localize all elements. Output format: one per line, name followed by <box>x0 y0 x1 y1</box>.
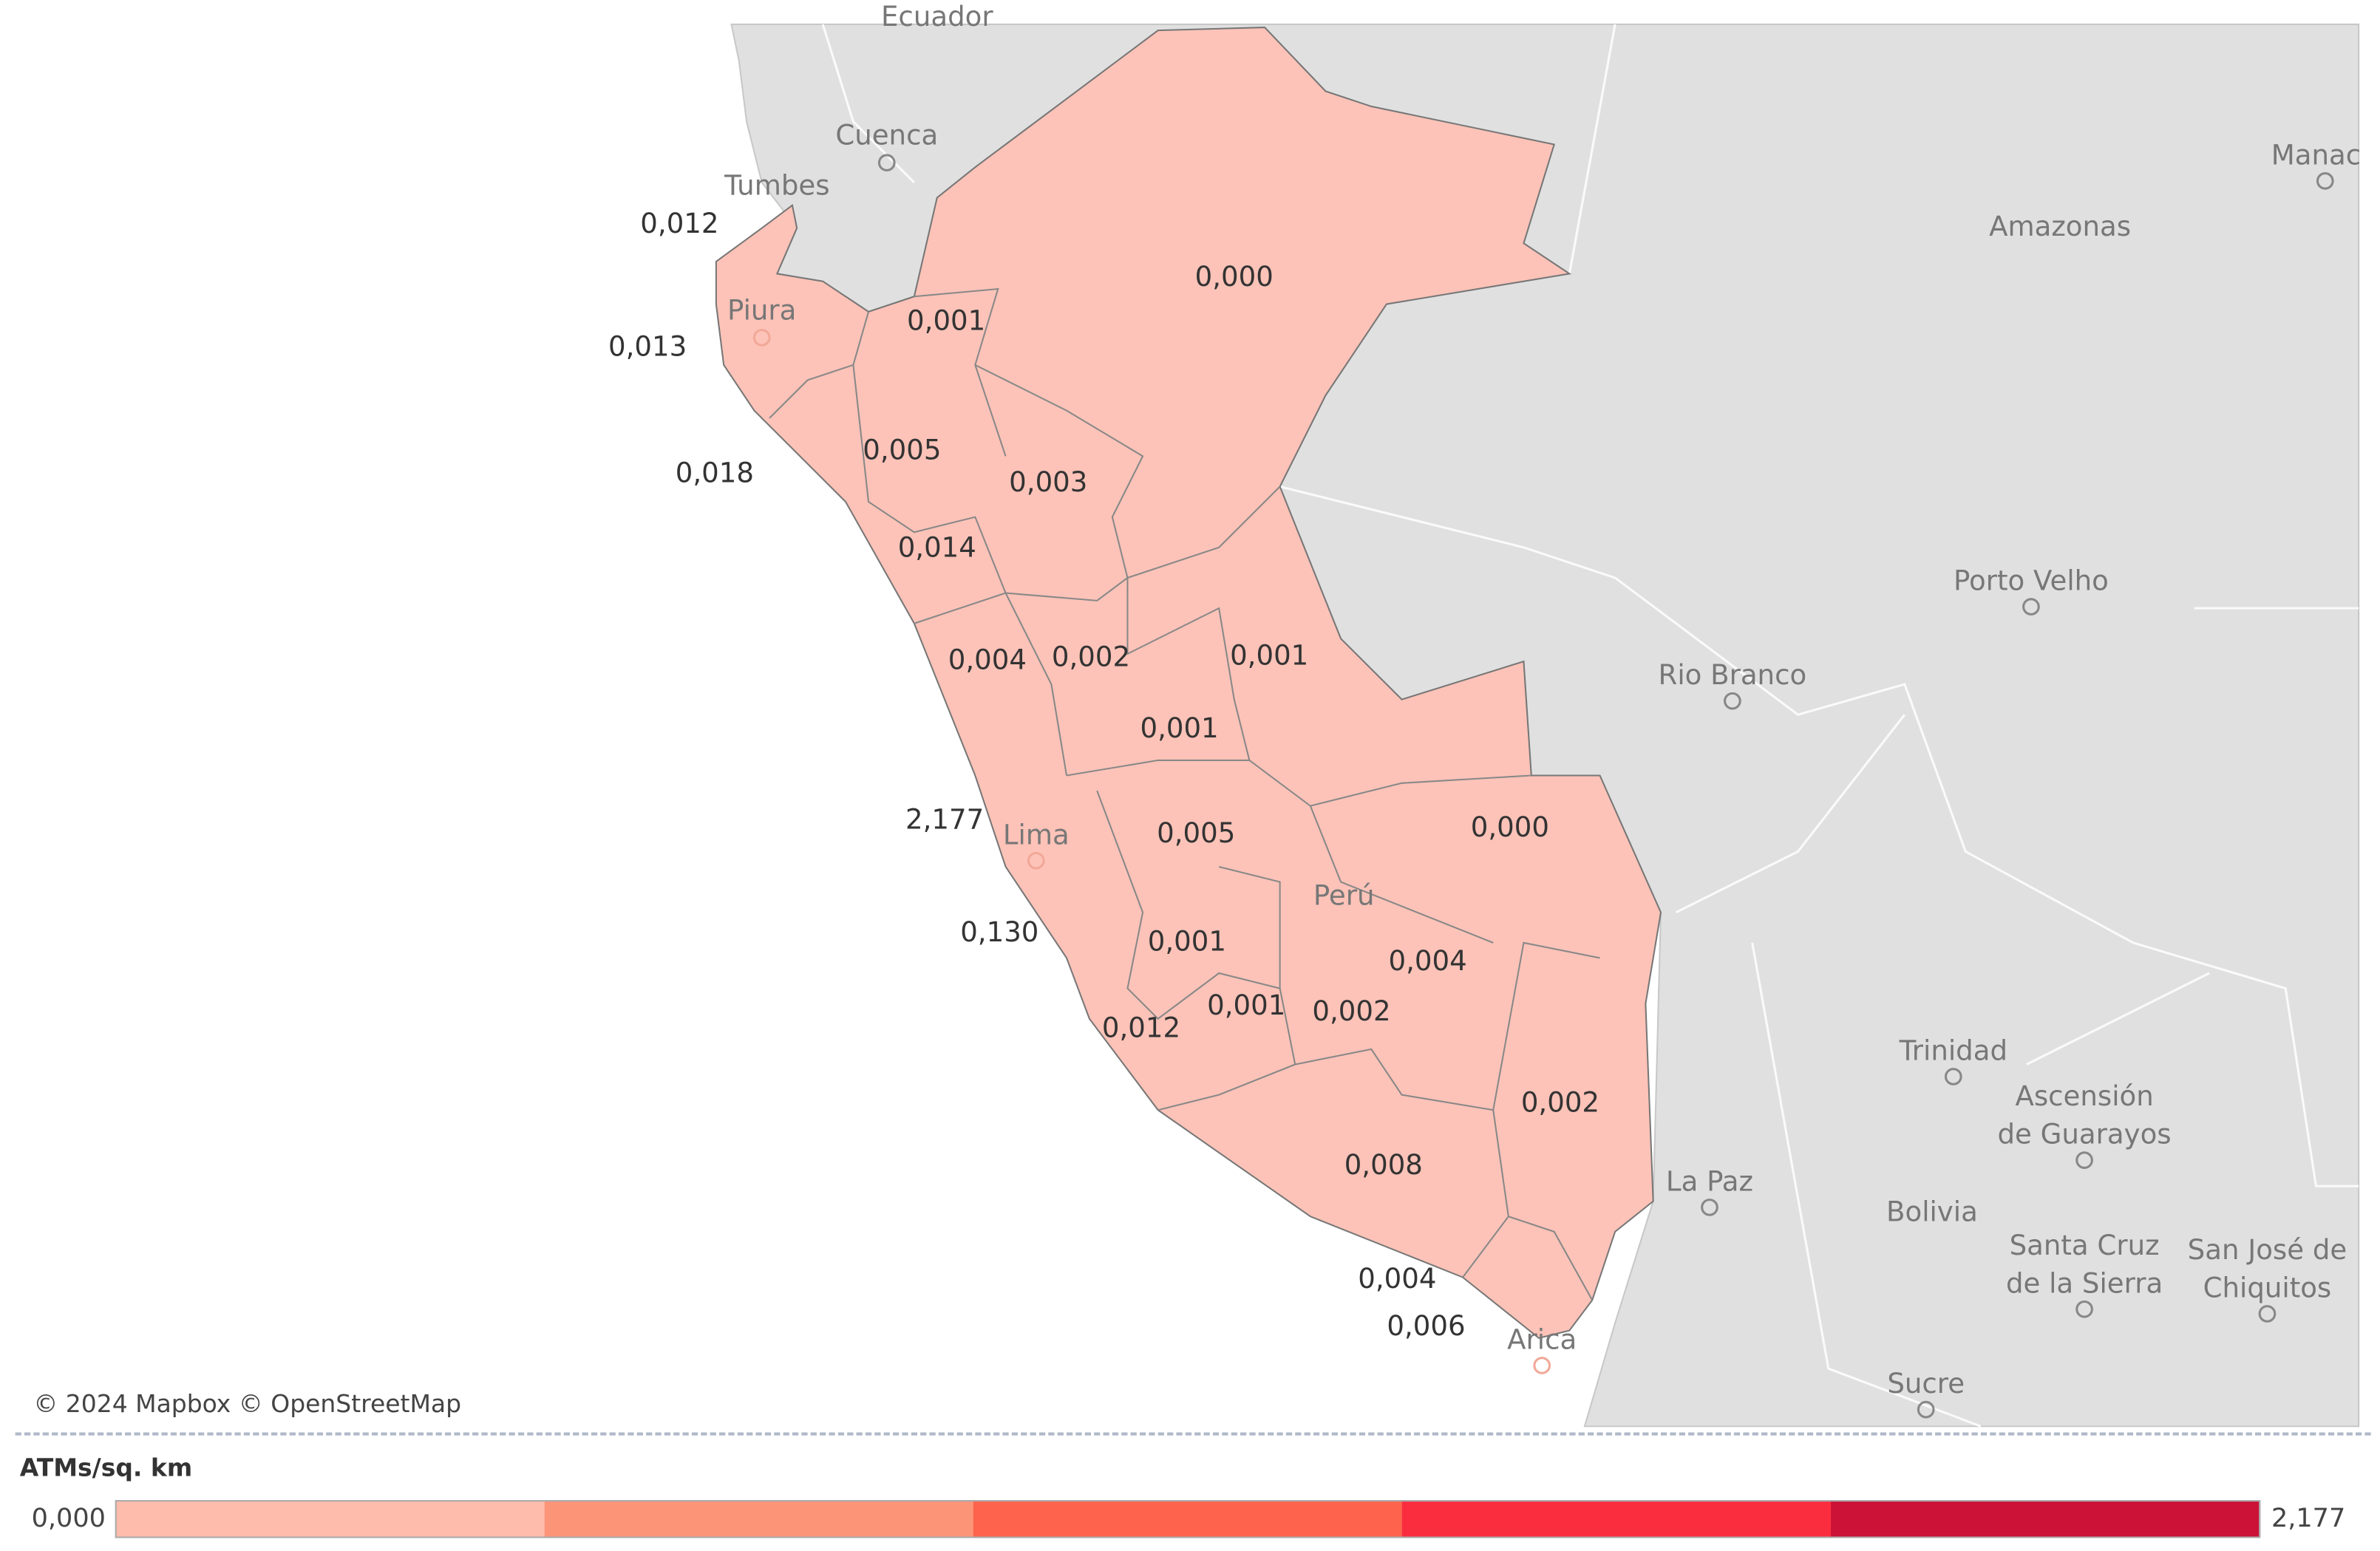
region-value-label: 0,002 <box>1052 641 1130 673</box>
place-label: de Guarayos <box>1998 1119 2172 1151</box>
place-label: Manac <box>2271 139 2361 171</box>
place-dot <box>1944 1068 1962 1085</box>
region-value-label: 0,001 <box>1207 989 1285 1021</box>
legend-frame <box>115 1500 2261 1538</box>
region-value-label: 0,001 <box>1230 640 1308 672</box>
region-value-label: 0,012 <box>640 208 718 239</box>
place-dot <box>2316 172 2334 190</box>
place-label: Bolivia <box>1886 1196 1978 1228</box>
place-dot <box>2258 1305 2277 1323</box>
place-dot <box>877 154 896 172</box>
attribution: © 2024 Mapbox © OpenStreetMap <box>33 1389 461 1418</box>
place-dot <box>1701 1199 1718 1216</box>
legend-bar <box>115 1501 2261 1538</box>
borders <box>821 24 2359 1428</box>
place-label: Ascensión <box>2015 1080 2153 1112</box>
place-label: San José de <box>2188 1234 2347 1266</box>
place-label: Ecuador <box>881 1 993 33</box>
region-value-label: 0,002 <box>1521 1087 1599 1119</box>
legend-max: 2,177 <box>2271 1504 2345 1533</box>
legend-swatch <box>544 1501 974 1538</box>
place-label: Sucre <box>1887 1368 1965 1400</box>
region-borders <box>769 287 1600 1301</box>
region-value-label: 0,008 <box>1344 1149 1423 1181</box>
region-value-label: 0,014 <box>898 531 976 563</box>
place-label: Piura <box>727 294 796 326</box>
place-label: Tumbes <box>724 170 829 202</box>
region-value-label: 0,002 <box>1312 995 1390 1027</box>
place-label: Amazonas <box>1989 211 2131 242</box>
peru-regions <box>715 26 1662 1340</box>
place-dot <box>752 329 771 347</box>
legend-swatch <box>1831 1501 2261 1538</box>
place-label: Arica <box>1507 1324 1577 1356</box>
place-label: La Paz <box>1666 1166 1753 1198</box>
region-value-label: 0,004 <box>948 644 1027 676</box>
region-value-label: 0,006 <box>1387 1310 1465 1342</box>
place-dot <box>2075 1300 2093 1318</box>
region-value-label: 0,004 <box>1388 945 1466 977</box>
region-value-label: 2,177 <box>905 804 984 836</box>
region-value-label: 0,004 <box>1358 1263 1436 1295</box>
place-label: Perú <box>1313 880 1375 912</box>
region-value-label: 0,001 <box>1148 925 1226 957</box>
region-value-label: 0,000 <box>1471 811 1549 843</box>
place-dot <box>1027 851 1045 870</box>
place-label: Santa Cruz <box>2010 1230 2160 1261</box>
legend-swatch <box>973 1501 1403 1538</box>
legend-swatch <box>1401 1501 1832 1538</box>
legend-swatch <box>115 1501 545 1538</box>
region-value-label: 0,013 <box>608 331 687 363</box>
place-label: Rio Branco <box>1659 659 1807 691</box>
place-dot <box>1533 1357 1551 1374</box>
place-dot <box>2075 1151 2093 1169</box>
place-label: Porto Velho <box>1954 565 2109 597</box>
place-label: Trinidad <box>1899 1035 2007 1067</box>
place-dot <box>1724 692 1741 710</box>
region-value-label: 0,012 <box>1102 1012 1180 1044</box>
region-value-label: 0,005 <box>863 434 941 466</box>
region-value-label: 0,001 <box>1140 712 1218 744</box>
legend-min: 0,000 <box>32 1504 106 1533</box>
place-label: Cuenca <box>835 120 938 151</box>
region-value-label: 0,018 <box>676 457 754 489</box>
place-dot <box>1917 1400 1935 1419</box>
place-label: Lima <box>1003 819 1070 851</box>
region-value-label: 0,003 <box>1009 466 1087 498</box>
region-value-label: 0,005 <box>1157 817 1235 849</box>
place-label: Chiquitos <box>2203 1272 2332 1304</box>
place-dot <box>2022 598 2040 616</box>
region-value-label: 0,000 <box>1195 261 1274 293</box>
region-value-label: 0,130 <box>960 916 1038 948</box>
legend-title: ATMs/sq. km <box>20 1453 192 1482</box>
region-value-label: 0,001 <box>907 305 985 337</box>
place-label: de la Sierra <box>2006 1267 2163 1299</box>
